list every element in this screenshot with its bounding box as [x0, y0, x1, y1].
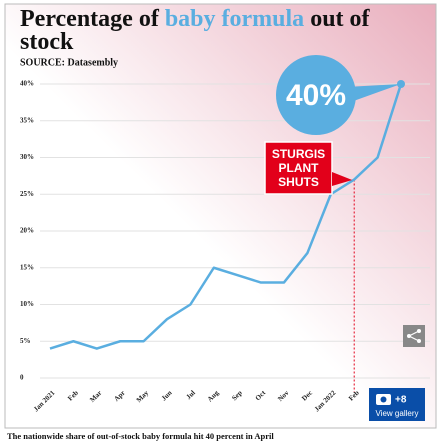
y-tick-label: 20% [20, 227, 34, 235]
chart-frame [4, 3, 437, 429]
share-lines [408, 330, 420, 342]
caption: The nationwide share of out-of-stock bab… [7, 431, 274, 441]
annotation-text: PLANT [279, 161, 320, 175]
data-line [49, 83, 403, 350]
gallery-label: View gallery [376, 409, 419, 418]
gallery-count: +8 [395, 395, 407, 406]
chart-title: Percentage of baby formula out of [20, 6, 371, 32]
annotation-text: SHUTS [278, 175, 319, 189]
title-part: Percentage of [20, 6, 165, 32]
title-part: out of [304, 6, 370, 32]
y-tick-label: 40% [20, 80, 34, 88]
value-label: 40% [286, 79, 346, 112]
annotation-pointer [332, 172, 353, 186]
camera-lens [380, 396, 387, 403]
annotation-box [264, 141, 333, 195]
share-icon[interactable] [403, 325, 425, 347]
gallery-button[interactable]: +8 View gallery [369, 388, 425, 421]
y-tick-label: 30% [20, 153, 34, 161]
title-part: baby formula [165, 6, 304, 32]
source: SOURCE: Datasembly [20, 57, 118, 68]
value-bubble [276, 55, 356, 135]
y-tick-label: 15% [20, 263, 34, 271]
value-bubble-pointer [346, 84, 401, 103]
y-tick-label: 5% [20, 337, 31, 345]
y-tick-label: 0 [20, 374, 24, 382]
title-part: stock [20, 29, 74, 55]
y-tick-label: 10% [20, 300, 34, 308]
share-button[interactable] [403, 325, 425, 347]
end-point [397, 80, 405, 88]
annotation-text: STURGIS [272, 147, 325, 161]
y-tick-label: 35% [20, 116, 34, 124]
y-tick-label: 25% [20, 190, 34, 198]
chart-title: stock [20, 29, 74, 55]
